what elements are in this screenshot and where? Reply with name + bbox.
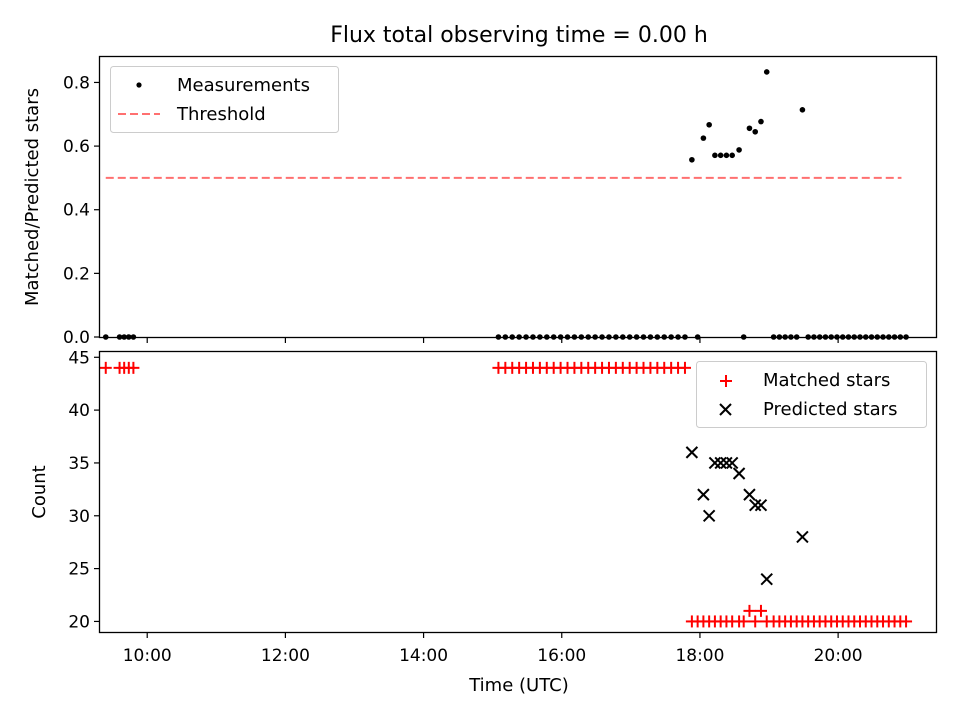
top-panel: Flux total observing time = 0.00 h Match… <box>22 23 938 348</box>
top-legend: Measurements Threshold <box>110 66 339 133</box>
top-x-ticks <box>146 337 839 343</box>
legend-threshold-label: Threshold <box>176 104 266 125</box>
bottom-x-tick-label: 20:00 <box>814 646 863 666</box>
bottom-y-tick-label: 30 <box>68 507 90 527</box>
measurement-point <box>752 128 759 135</box>
legend-measurements-marker <box>136 82 142 88</box>
top-y-tick-label: 0.6 <box>63 137 90 157</box>
measurement-point <box>712 152 718 159</box>
matched-stars-point <box>678 361 691 374</box>
top-legend-box <box>110 66 339 133</box>
legend-measurements-label: Measurements <box>177 75 310 96</box>
top-y-tick-label: 0.4 <box>63 201 90 221</box>
predicted-stars-point <box>754 499 768 512</box>
matched-stars-point <box>127 361 140 374</box>
bottom-plot-area <box>99 361 913 628</box>
legend-matched-marker <box>720 375 732 387</box>
predicted-stars-point <box>743 488 756 501</box>
top-chart-title: Flux total observing time = 0.00 h <box>330 23 708 48</box>
top-y-tick-label: 0.2 <box>63 264 90 284</box>
predicted-stars-point <box>732 467 746 480</box>
legend-predicted-marker <box>719 403 732 416</box>
bottom-y-tick-label: 25 <box>68 560 90 580</box>
matched-stars-point <box>754 604 767 617</box>
measurement-point <box>729 152 735 159</box>
legend-predicted-label: Predicted stars <box>763 399 897 420</box>
top-y-ticks: 0.0 0.2 0.4 0.6 0.8 <box>63 73 100 348</box>
predicted-stars-point <box>708 456 722 470</box>
legend-matched-label: Matched stars <box>763 370 890 391</box>
top-y-tick-label: 0.8 <box>63 73 90 93</box>
bottom-y-tick-label: 35 <box>68 454 90 474</box>
measurement-point <box>758 118 764 125</box>
top-axes-frame <box>98 55 938 339</box>
predicted-stars-point <box>796 530 809 544</box>
measurement-point <box>746 125 753 132</box>
bottom-y-tick-label: 20 <box>68 612 90 632</box>
matched-stars-point <box>900 615 913 628</box>
bottom-x-tick-label: 10:00 <box>123 646 172 666</box>
bottom-y-axis-label: Count <box>29 465 50 518</box>
bottom-x-tick-label: 18:00 <box>675 646 724 666</box>
measurement-point <box>717 152 724 159</box>
bottom-panel: Count Time (UTC) 20 25 30 35 40 45 10:00 12:00… <box>29 348 938 696</box>
matched-stars-point <box>749 615 762 628</box>
measurement-point <box>706 121 712 128</box>
bottom-x-tick-label: 14:00 <box>399 646 448 666</box>
bottom-x-tick-label: 12:00 <box>261 646 310 666</box>
bottom-legend-box <box>696 361 927 428</box>
top-y-axis-label: Matched/Predicted stars <box>22 88 43 306</box>
top-y-tick-label: 0.0 <box>63 328 90 348</box>
matched-stars-point <box>743 604 756 617</box>
measurement-point <box>700 135 707 141</box>
predicted-stars-point <box>720 456 733 470</box>
bottom-x-tick-label: 16:00 <box>537 646 586 666</box>
predicted-stars-point <box>725 456 739 470</box>
predicted-stars-point <box>697 488 710 501</box>
matched-stars-point <box>737 615 750 628</box>
measurement-point <box>723 152 730 159</box>
predicted-stars-point <box>749 499 762 512</box>
bottom-legend: Matched stars Predicted stars <box>696 361 927 428</box>
matched-stars-point <box>99 361 112 374</box>
predicted-stars-point <box>702 509 716 522</box>
measurement-point <box>799 107 806 113</box>
bottom-y-tick-label: 45 <box>68 348 90 368</box>
measurement-point <box>689 156 695 163</box>
bottom-axes-frame <box>98 350 938 634</box>
bottom-y-ticks: 20 25 30 35 40 45 <box>68 348 100 632</box>
predicted-stars-point <box>685 446 699 459</box>
measurement-point <box>736 147 742 153</box>
bottom-y-tick-label: 40 <box>68 401 90 421</box>
predicted-stars-point <box>760 572 773 586</box>
bottom-x-ticks: 10:00 12:00 14:00 16:00 18:00 20:00 <box>123 632 863 666</box>
predicted-stars-point <box>714 456 727 470</box>
measurement-point <box>763 69 770 75</box>
bottom-x-axis-label: Time (UTC) <box>468 675 569 696</box>
